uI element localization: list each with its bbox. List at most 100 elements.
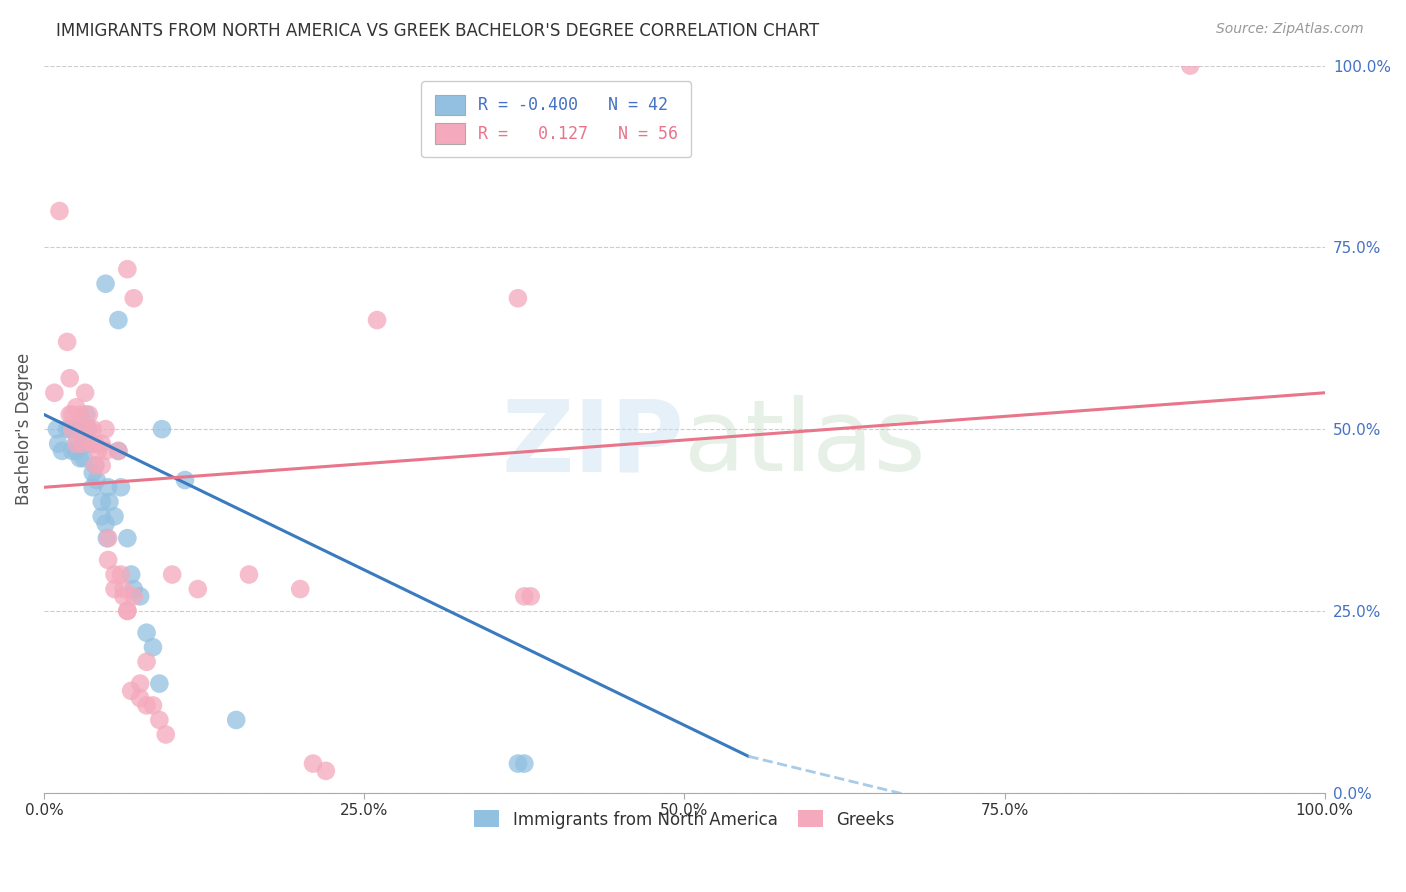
Point [506, 291, 529, 305]
Point [129, 691, 152, 706]
Point [506, 756, 529, 771]
Point [84, 436, 107, 450]
Point [94, 444, 117, 458]
Text: Source: ZipAtlas.com: Source: ZipAtlas.com [1216, 22, 1364, 37]
Point [48, 204, 70, 219]
Point [97, 480, 120, 494]
Point [73, 451, 96, 466]
Point [82, 436, 104, 450]
Point [65, 401, 87, 415]
Point [107, 313, 129, 327]
Point [60, 408, 83, 422]
Point [94, 277, 117, 291]
Point [97, 531, 120, 545]
Point [117, 262, 139, 277]
Point [82, 480, 104, 494]
Point [103, 582, 125, 596]
Point [107, 444, 129, 458]
Point [90, 436, 112, 450]
Point [117, 531, 139, 545]
Point [77, 422, 100, 436]
Point [94, 516, 117, 531]
Point [84, 458, 107, 473]
Point [103, 509, 125, 524]
Point [519, 590, 541, 604]
Point [122, 291, 145, 305]
Point [122, 582, 145, 596]
Point [1180, 59, 1202, 73]
Point [76, 422, 98, 436]
Point [72, 422, 94, 436]
Point [150, 422, 173, 436]
Text: ZIP: ZIP [502, 395, 685, 492]
Point [112, 582, 135, 596]
Point [117, 604, 139, 618]
Point [110, 567, 132, 582]
Point [59, 408, 82, 422]
Point [59, 422, 82, 436]
Point [160, 567, 183, 582]
Point [96, 531, 118, 545]
Point [65, 436, 87, 450]
Point [129, 590, 152, 604]
Point [366, 313, 388, 327]
Point [315, 764, 337, 778]
Point [44, 385, 66, 400]
Point [56, 334, 79, 349]
Point [45, 422, 67, 436]
Text: IMMIGRANTS FROM NORTH AMERICA VS GREEK BACHELOR'S DEGREE CORRELATION CHART: IMMIGRANTS FROM NORTH AMERICA VS GREEK B… [56, 22, 820, 40]
Point [86, 473, 108, 487]
Point [120, 567, 142, 582]
Point [94, 422, 117, 436]
Point [174, 473, 197, 487]
Point [148, 713, 170, 727]
Legend: Immigrants from North America, Greeks: Immigrants from North America, Greeks [468, 804, 901, 835]
Text: atlas: atlas [685, 395, 927, 492]
Point [103, 567, 125, 582]
Point [120, 684, 142, 698]
Point [56, 422, 79, 436]
Point [290, 582, 312, 596]
Point [77, 408, 100, 422]
Point [87, 444, 110, 458]
Point [238, 567, 260, 582]
Point [69, 408, 91, 422]
Point [110, 480, 132, 494]
Point [75, 408, 97, 422]
Point [77, 436, 100, 450]
Point [60, 422, 83, 436]
Point [148, 676, 170, 690]
Point [513, 590, 536, 604]
Point [98, 495, 121, 509]
Point [225, 713, 247, 727]
Point [84, 458, 107, 473]
Point [82, 466, 104, 480]
Point [60, 444, 83, 458]
Point [142, 698, 165, 713]
Point [82, 422, 104, 436]
Point [65, 436, 87, 450]
Point [72, 422, 94, 436]
Point [65, 444, 87, 458]
Point [513, 756, 536, 771]
Point [97, 553, 120, 567]
Point [69, 451, 91, 466]
Point [75, 385, 97, 400]
Point [187, 582, 209, 596]
Point [90, 458, 112, 473]
Point [302, 756, 325, 771]
Point [135, 698, 157, 713]
Point [155, 727, 177, 741]
Point [135, 655, 157, 669]
Point [122, 590, 145, 604]
Point [142, 640, 165, 655]
Point [90, 495, 112, 509]
Point [112, 590, 135, 604]
Point [72, 436, 94, 450]
Point [46, 436, 69, 450]
Point [107, 444, 129, 458]
Point [72, 436, 94, 450]
Point [129, 676, 152, 690]
Point [59, 371, 82, 385]
Point [117, 604, 139, 618]
